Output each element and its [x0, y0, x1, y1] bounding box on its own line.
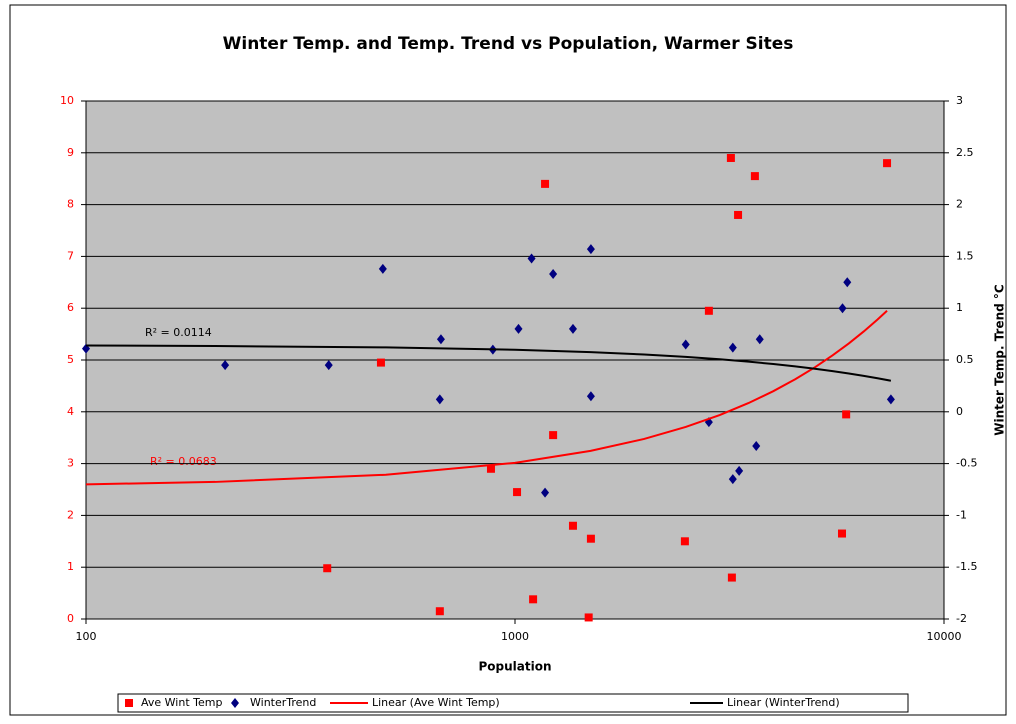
annotation: R² = 0.0114 [145, 326, 212, 339]
point [221, 360, 230, 371]
trendline [85, 310, 888, 486]
point [323, 564, 332, 573]
point [886, 394, 895, 405]
point [586, 391, 595, 402]
point [704, 306, 713, 315]
point [514, 323, 523, 334]
point [838, 303, 847, 314]
point [735, 465, 744, 476]
point [681, 339, 690, 350]
x-tick-label: 10000 [927, 630, 962, 643]
point [376, 358, 385, 367]
point [549, 269, 558, 280]
point [435, 394, 444, 405]
point [586, 534, 595, 543]
y2-tick-label: -2 [956, 612, 967, 625]
point [728, 474, 737, 485]
legend-label: Linear (Ave Wint Temp) [372, 696, 500, 709]
y2-tick-label: -1 [956, 508, 967, 521]
x-axis-label: Population [478, 660, 551, 674]
y-tick-label: 9 [67, 146, 74, 159]
y-tick-label: 1 [67, 560, 74, 573]
point [755, 334, 764, 345]
point [541, 179, 550, 188]
legend-label: WinterTrend [250, 696, 316, 709]
x-tick-label: 100 [76, 630, 97, 643]
y-tick-label: 5 [67, 353, 74, 366]
point [750, 172, 759, 181]
legend-marker [125, 699, 133, 707]
legend-label: Ave Wint Temp [141, 696, 222, 709]
y2-tick-label: 3 [956, 94, 963, 107]
point [680, 537, 689, 546]
chart-title: Winter Temp. and Temp. Trend vs Populati… [223, 34, 794, 54]
y2-tick-label: 2 [956, 198, 963, 211]
point [568, 323, 577, 334]
y2-tick-label: 0 [956, 405, 963, 418]
point [842, 410, 851, 419]
point [843, 277, 852, 288]
trendline [85, 344, 892, 382]
point [726, 153, 735, 162]
point [734, 210, 743, 219]
x-tick-label: 1000 [501, 630, 529, 643]
y2-tick-label: 1.5 [956, 249, 974, 262]
y-tick-label: 4 [67, 405, 74, 418]
point [568, 521, 577, 530]
y-tick-label: 10 [60, 94, 74, 107]
y2-tick-label: -0.5 [956, 457, 977, 470]
point [527, 253, 536, 264]
point [837, 529, 846, 538]
point [584, 613, 593, 622]
y2-axis-label: Winter Temp. Trend °C [993, 284, 1007, 436]
y2-tick-label: 1 [956, 301, 963, 314]
point [529, 595, 538, 604]
legend-label: Linear (WinterTrend) [727, 696, 840, 709]
point [883, 159, 892, 168]
y-tick-label: 7 [67, 249, 74, 262]
y-tick-label: 6 [67, 301, 74, 314]
legend [117, 693, 909, 713]
point [378, 263, 387, 274]
legend-marker [231, 698, 239, 708]
point [586, 244, 595, 255]
point [727, 573, 736, 582]
point [728, 342, 737, 353]
y-tick-label: 8 [67, 198, 74, 211]
point [541, 487, 550, 498]
y2-tick-label: 2.5 [956, 146, 974, 159]
y-tick-label: 0 [67, 612, 74, 625]
point [324, 360, 333, 371]
point [752, 440, 761, 451]
y2-tick-label: 0.5 [956, 353, 974, 366]
point [436, 334, 445, 345]
point [435, 607, 444, 616]
point [513, 488, 522, 497]
annotation: R² = 0.0683 [150, 455, 217, 468]
y2-tick-label: -1.5 [956, 560, 977, 573]
y-tick-label: 2 [67, 508, 74, 521]
point [549, 431, 558, 440]
point [486, 464, 495, 473]
y-tick-label: 3 [67, 457, 74, 470]
